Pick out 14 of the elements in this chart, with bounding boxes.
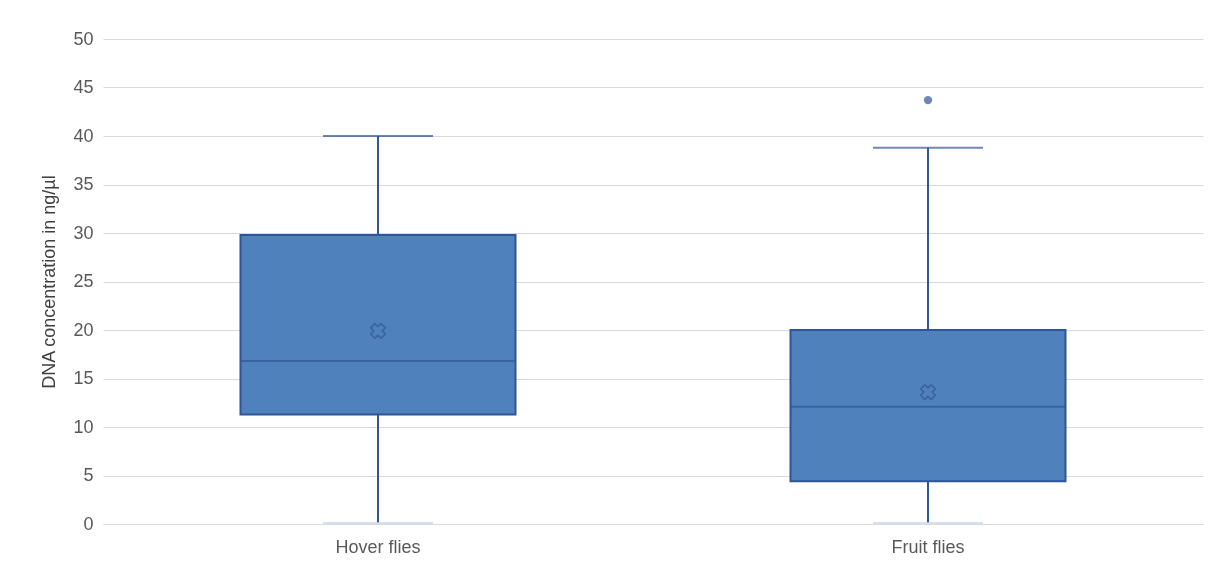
- y-tick-label: 25: [73, 271, 94, 291]
- y-tick-label: 20: [73, 319, 94, 340]
- y-tick-label: 45: [73, 77, 94, 97]
- y-tick-label: 15: [73, 368, 94, 388]
- y-tick-label: 50: [73, 28, 94, 49]
- y-tick-label: 40: [73, 125, 94, 146]
- x-tick-label: Hover flies: [335, 536, 421, 557]
- y-tick-label: 30: [73, 222, 94, 243]
- y-tick-label: 35: [73, 174, 94, 194]
- y-axis-title: DNA concentration in ng/µl: [39, 175, 60, 389]
- y-tick-label: 0: [83, 513, 94, 534]
- y-tick-label: 5: [83, 465, 94, 485]
- y-tick-label: 10: [73, 416, 94, 437]
- x-tick-label: Fruit flies: [891, 536, 965, 557]
